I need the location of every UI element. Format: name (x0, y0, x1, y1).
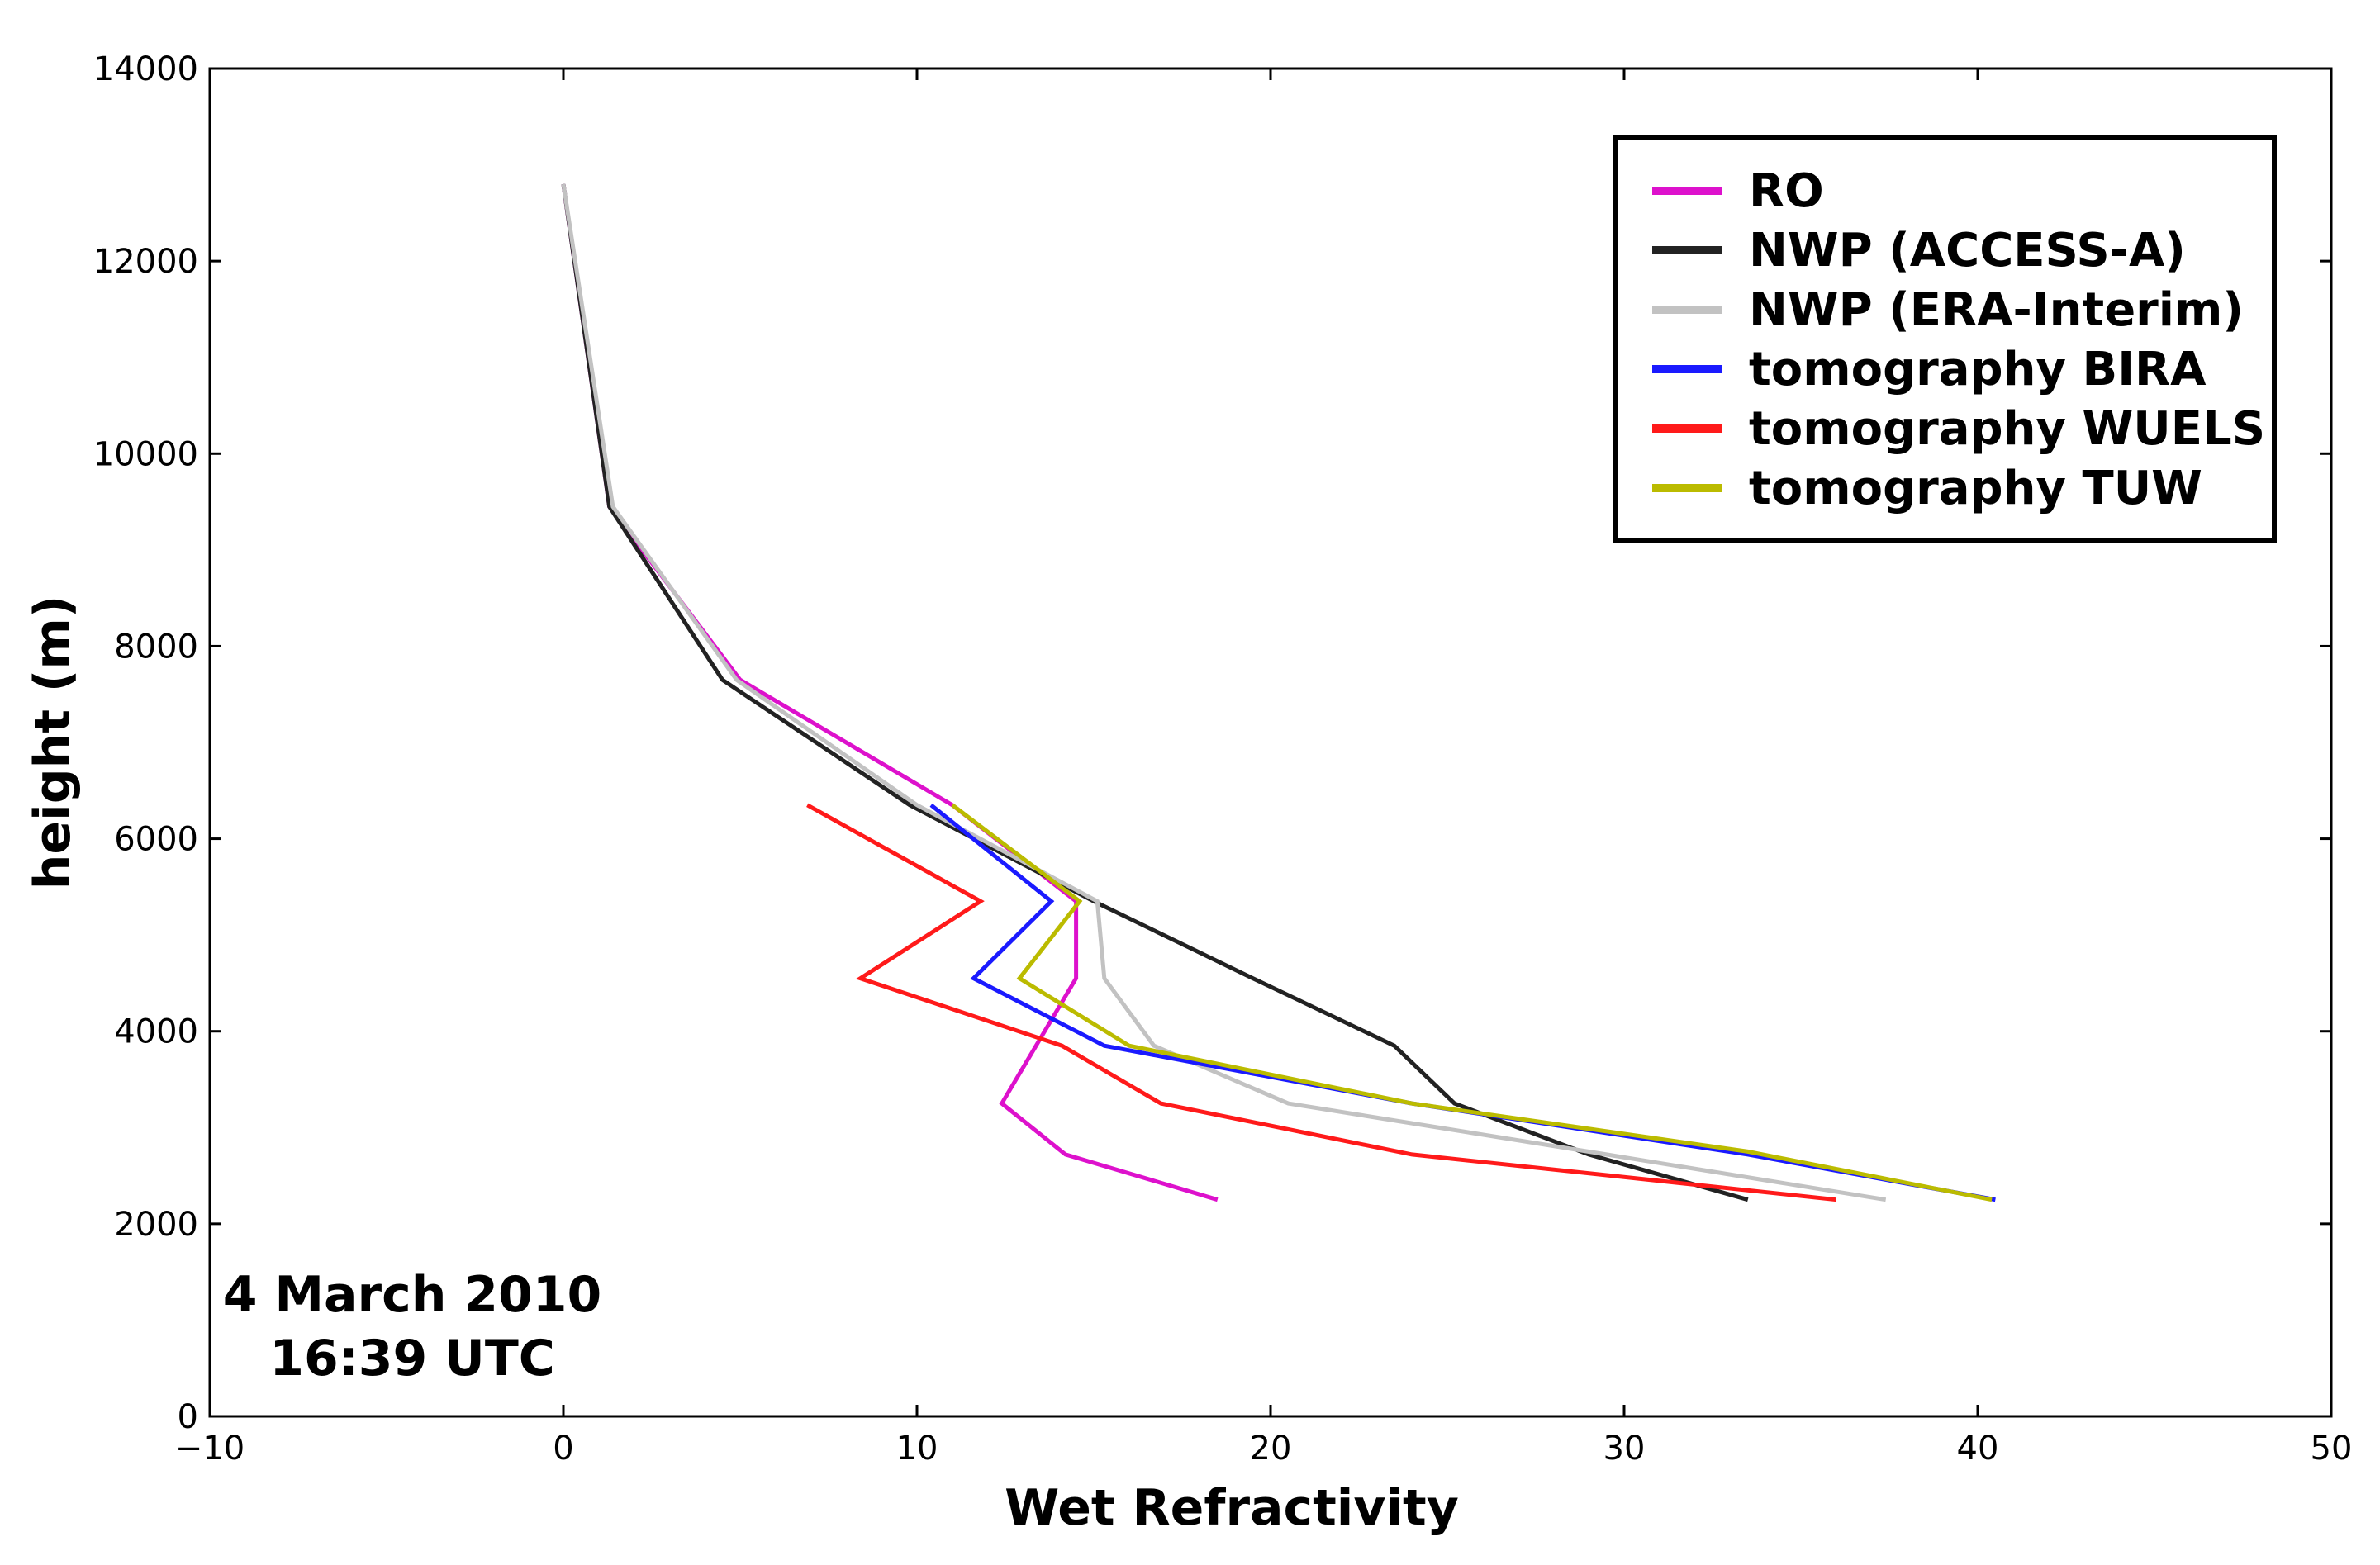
annotation-time: 16:39 UTC (269, 1330, 555, 1387)
y-tick-label-1: 2000 (114, 1206, 198, 1244)
y-tick-label-0: 0 (178, 1398, 198, 1436)
legend: RO NWP (ACCESS-A) NWP (ERA-Interim) tomogra… (1613, 135, 2277, 543)
series-layer (561, 183, 1996, 1202)
series-line-5 (951, 803, 1993, 1202)
series-line-3 (929, 803, 1996, 1202)
series-line-4 (806, 803, 1837, 1202)
y-tick-label-5: 10000 (93, 435, 198, 473)
x-tick-label-6: 50 (2311, 1430, 2353, 1468)
annotation-date: 4 March 2010 (223, 1266, 602, 1324)
y-tick-label-2: 4000 (114, 1013, 198, 1051)
x-tick-label-5: 40 (1957, 1430, 1999, 1468)
x-tick-label-4: 30 (1603, 1430, 1646, 1468)
x-tick-label-0: −10 (175, 1430, 245, 1468)
y-tick-label-6: 12000 (93, 243, 198, 281)
legend-label-3: tomography BIRA (1749, 343, 2207, 396)
x-tick-label-3: 20 (1250, 1430, 1292, 1468)
y-tick-label-3: 6000 (114, 821, 198, 859)
x-tick-label-1: 0 (553, 1430, 573, 1468)
legend-label-2: NWP (ERA-Interim) (1749, 283, 2244, 337)
legend-frame (1613, 135, 2277, 543)
date-time-annotation: 4 March 2010 16:39 UTC (223, 1266, 602, 1387)
y-axis-title: height (m) (24, 595, 82, 890)
legend-label-5: tomography TUW (1749, 462, 2202, 515)
y-tick-label-7: 14000 (93, 50, 198, 88)
series-line-2 (561, 183, 1887, 1202)
tick-layer: −10 0 10 20 30 40 5002000400060008000100001200… (93, 50, 2353, 1468)
y-tick-label-4: 8000 (114, 628, 198, 666)
legend-label-0: RO (1749, 164, 1824, 218)
x-tick-label-2: 10 (896, 1430, 938, 1468)
legend-label-4: tomography WUELS (1749, 402, 2265, 456)
series-line-1 (561, 183, 1749, 1202)
legend-label-1: NWP (ACCESS-A) (1749, 224, 2186, 277)
x-axis-title: Wet Refractivity (1005, 1479, 1459, 1537)
legend-items: RO NWP (ACCESS-A) NWP (ERA-Interim) tomogra… (1652, 164, 2265, 515)
